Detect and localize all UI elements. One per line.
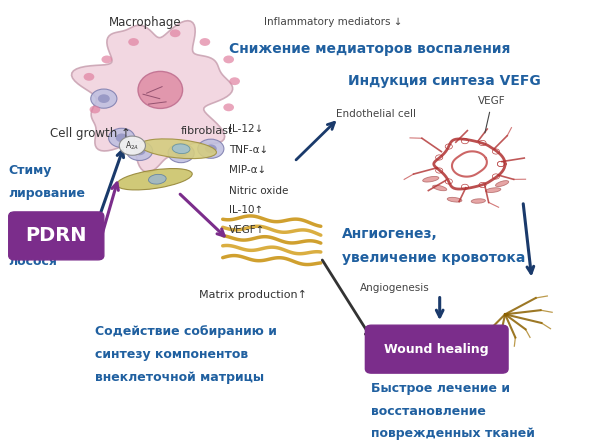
Circle shape bbox=[198, 139, 224, 159]
Ellipse shape bbox=[138, 71, 182, 108]
Text: клеток: клеток bbox=[9, 232, 59, 245]
Circle shape bbox=[493, 149, 499, 154]
Text: Endothelial cell: Endothelial cell bbox=[335, 109, 416, 119]
Text: MIP-α↓: MIP-α↓ bbox=[229, 165, 266, 175]
Circle shape bbox=[436, 168, 443, 173]
Circle shape bbox=[175, 149, 187, 158]
Text: IL-12↓: IL-12↓ bbox=[229, 124, 263, 134]
Text: поврежденных тканей: поврежденных тканей bbox=[371, 427, 535, 440]
Text: VEGF: VEGF bbox=[478, 96, 506, 106]
Circle shape bbox=[461, 184, 469, 190]
Circle shape bbox=[134, 147, 145, 155]
Text: внеклеточной матрицы: внеклеточной матрицы bbox=[95, 371, 264, 384]
Circle shape bbox=[109, 128, 135, 147]
Text: Cell growth ↑: Cell growth ↑ bbox=[50, 127, 131, 140]
Ellipse shape bbox=[140, 139, 217, 159]
Text: A$_{2A}$: A$_{2A}$ bbox=[125, 140, 139, 152]
Circle shape bbox=[445, 179, 452, 184]
Text: Inflammatory mediators ↓: Inflammatory mediators ↓ bbox=[265, 17, 403, 28]
Text: Angiogenesis: Angiogenesis bbox=[359, 283, 429, 293]
Text: fibroblast: fibroblast bbox=[181, 126, 233, 136]
Text: лирование: лирование bbox=[9, 186, 86, 200]
Text: Wound healing: Wound healing bbox=[385, 343, 489, 356]
Circle shape bbox=[229, 77, 240, 85]
Ellipse shape bbox=[496, 181, 509, 186]
Circle shape bbox=[461, 139, 469, 144]
Text: VEGF↑: VEGF↑ bbox=[229, 225, 265, 235]
Circle shape bbox=[101, 56, 112, 63]
Circle shape bbox=[445, 144, 452, 149]
Circle shape bbox=[493, 174, 499, 179]
Circle shape bbox=[200, 38, 210, 46]
Text: увеличение кровотока: увеличение кровотока bbox=[341, 251, 525, 265]
Circle shape bbox=[223, 103, 234, 111]
Circle shape bbox=[83, 73, 94, 81]
Circle shape bbox=[119, 136, 145, 155]
Text: Индукция синтеза VEFG: Индукция синтеза VEFG bbox=[347, 74, 541, 88]
Text: Nitric oxide: Nitric oxide bbox=[229, 186, 288, 195]
Ellipse shape bbox=[172, 144, 190, 154]
Text: роста: роста bbox=[9, 209, 49, 222]
Circle shape bbox=[497, 161, 505, 166]
Text: Macrophage: Macrophage bbox=[109, 16, 182, 29]
Text: Содействие собиранию и: Содействие собиранию и bbox=[95, 325, 277, 338]
Circle shape bbox=[127, 141, 152, 160]
FancyBboxPatch shape bbox=[9, 212, 104, 260]
Text: синтезу компонентов: синтезу компонентов bbox=[95, 348, 248, 361]
Circle shape bbox=[89, 106, 100, 114]
Circle shape bbox=[436, 155, 443, 160]
Text: восстановление: восстановление bbox=[371, 404, 486, 417]
Text: TNF-α↓: TNF-α↓ bbox=[229, 145, 268, 155]
Text: Снижение медиаторов воспаления: Снижение медиаторов воспаления bbox=[229, 42, 510, 56]
Ellipse shape bbox=[433, 185, 447, 191]
Circle shape bbox=[170, 29, 181, 37]
Text: Стиму: Стиму bbox=[9, 164, 52, 177]
Ellipse shape bbox=[447, 198, 462, 202]
Text: IL-10↑: IL-10↑ bbox=[229, 205, 263, 215]
Circle shape bbox=[479, 140, 486, 146]
Ellipse shape bbox=[149, 174, 166, 184]
Circle shape bbox=[91, 89, 117, 108]
Text: Быстрое лечение и: Быстрое лечение и bbox=[371, 382, 511, 395]
Circle shape bbox=[223, 56, 234, 63]
Text: Ангиогенез,: Ангиогенез, bbox=[341, 227, 437, 241]
Circle shape bbox=[98, 94, 110, 103]
PathPatch shape bbox=[71, 21, 233, 172]
Text: PDRN: PDRN bbox=[26, 226, 87, 246]
Text: Matrix production↑: Matrix production↑ bbox=[199, 289, 307, 300]
Circle shape bbox=[479, 182, 486, 188]
FancyBboxPatch shape bbox=[365, 325, 508, 373]
Text: лосося: лосося bbox=[9, 255, 58, 268]
Ellipse shape bbox=[485, 188, 501, 193]
Circle shape bbox=[116, 134, 128, 142]
Circle shape bbox=[497, 161, 505, 166]
Ellipse shape bbox=[422, 176, 439, 182]
Circle shape bbox=[168, 143, 194, 163]
Circle shape bbox=[205, 144, 217, 153]
Ellipse shape bbox=[116, 169, 192, 190]
Circle shape bbox=[128, 38, 139, 46]
Ellipse shape bbox=[471, 199, 485, 203]
